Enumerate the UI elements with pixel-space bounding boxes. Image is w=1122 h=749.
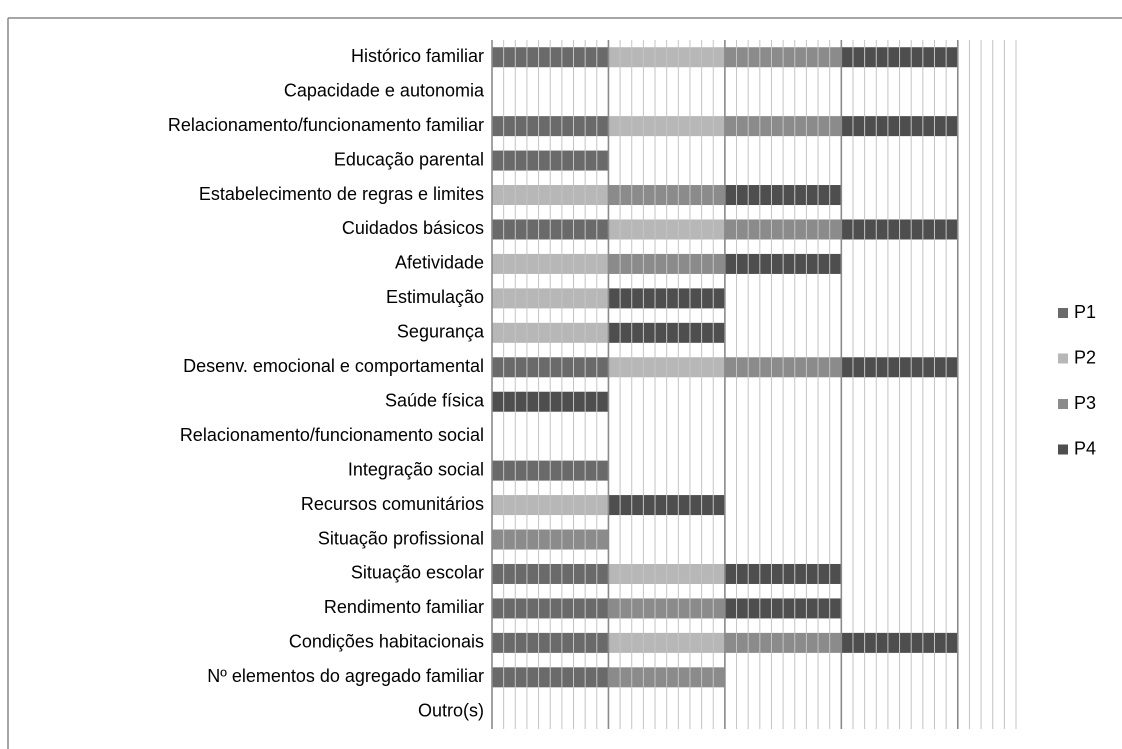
y-tick-label: Integração social xyxy=(348,459,484,479)
y-tick-label: Estabelecimento de regras e limites xyxy=(199,184,484,204)
y-tick-label: Estimulação xyxy=(386,287,484,307)
y-tick-label: Desenv. emocional e comportamental xyxy=(183,356,484,376)
y-tick-label: Segurança xyxy=(397,322,485,342)
legend-label: P4 xyxy=(1074,438,1096,458)
y-tick-label: Afetividade xyxy=(395,253,484,273)
y-tick-label: Saúde física xyxy=(385,390,485,410)
y-tick-label: Relacionamento/funcionamento familiar xyxy=(168,115,484,135)
legend-swatch xyxy=(1058,399,1068,409)
y-tick-label: Situação profissional xyxy=(318,528,484,548)
y-tick-label: Nº elementos do agregado familiar xyxy=(207,666,484,686)
y-tick-label: Rendimento familiar xyxy=(324,597,484,617)
y-tick-label: Educação parental xyxy=(334,149,484,169)
y-tick-label: Capacidade e autonomia xyxy=(284,80,485,100)
y-tick-label: Outro(s) xyxy=(418,701,484,721)
legend-swatch xyxy=(1058,353,1068,364)
legend-label: P3 xyxy=(1074,393,1096,413)
y-tick-label: Situação escolar xyxy=(351,563,484,583)
y-tick-label: Relacionamento/funcionamento social xyxy=(180,425,484,445)
legend-label: P1 xyxy=(1074,302,1096,322)
y-tick-label: Recursos comunitários xyxy=(301,494,484,514)
legend-swatch xyxy=(1058,308,1068,318)
legend-swatch xyxy=(1058,444,1068,455)
y-tick-label: Histórico familiar xyxy=(351,46,484,66)
legend-label: P2 xyxy=(1074,347,1096,367)
y-tick-label: Cuidados básicos xyxy=(342,218,484,238)
y-tick-label: Condições habitacionais xyxy=(289,632,484,652)
